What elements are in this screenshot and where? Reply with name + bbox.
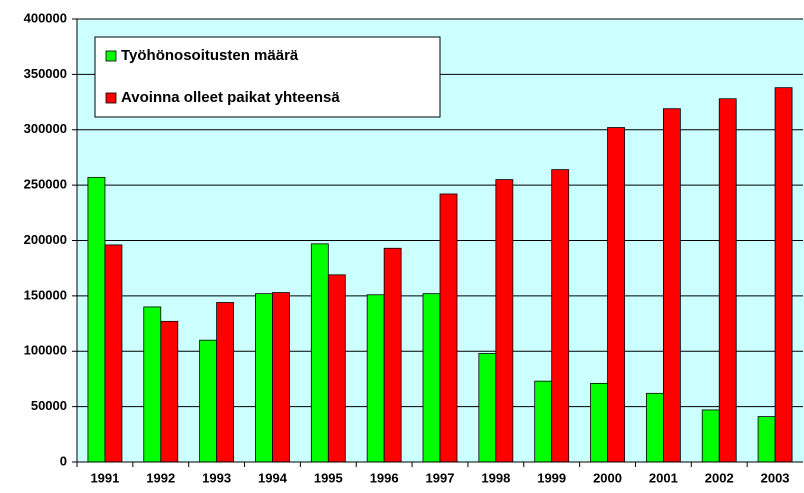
legend-box xyxy=(94,36,441,118)
x-tick-label: 1997 xyxy=(426,470,455,485)
bar xyxy=(255,293,273,463)
x-tick-label: 2002 xyxy=(705,470,734,485)
bar xyxy=(87,176,106,463)
x-tick-label: 1992 xyxy=(146,470,175,485)
bar xyxy=(662,108,681,463)
bar xyxy=(645,392,664,463)
bar xyxy=(774,87,793,463)
legend-swatch xyxy=(105,50,117,62)
y-tick-label: 400000 xyxy=(24,10,67,25)
y-tick-label: 50000 xyxy=(31,398,67,413)
bar xyxy=(607,127,625,463)
legend-label: Työhönosoitusten määrä xyxy=(121,47,299,64)
bar xyxy=(422,293,441,463)
y-tick-label: 200000 xyxy=(24,232,67,247)
x-tick-label: 1998 xyxy=(481,470,510,485)
bar xyxy=(551,169,570,463)
y-tick-label: 350000 xyxy=(24,66,67,81)
x-tick-label: 1999 xyxy=(537,470,566,485)
x-tick-label: 1996 xyxy=(370,470,399,485)
bar xyxy=(160,320,179,463)
bar xyxy=(495,179,514,463)
bar xyxy=(383,247,402,463)
x-tick-label: 2000 xyxy=(593,470,622,485)
bar xyxy=(439,193,458,463)
bar xyxy=(590,382,608,463)
bar xyxy=(272,292,290,463)
x-tick-label: 1994 xyxy=(258,470,288,485)
y-tick-label: 150000 xyxy=(24,287,67,302)
y-tick-label: 0 xyxy=(60,453,67,468)
y-tick-label: 300000 xyxy=(24,121,67,136)
bar xyxy=(327,274,346,463)
x-tick-label: 1991 xyxy=(90,470,119,485)
x-tick-label: 1995 xyxy=(314,470,343,485)
bar xyxy=(310,243,329,463)
bar xyxy=(143,306,162,463)
bar xyxy=(216,302,235,463)
legend-label: Avoinna olleet paikat yhteensä xyxy=(121,89,340,106)
bar xyxy=(718,98,737,463)
bar xyxy=(199,339,218,463)
x-tick-label: 2003 xyxy=(761,470,790,485)
x-tick-label: 2001 xyxy=(649,470,678,485)
y-tick-label: 100000 xyxy=(24,343,67,358)
bar xyxy=(757,416,776,463)
y-tick-label: 250000 xyxy=(24,177,67,192)
bar xyxy=(478,353,497,463)
bar xyxy=(366,294,385,463)
bar xyxy=(534,380,553,463)
legend-swatch xyxy=(105,92,117,104)
bar xyxy=(104,244,123,463)
x-tick-label: 1993 xyxy=(202,470,231,485)
bar xyxy=(701,409,720,463)
